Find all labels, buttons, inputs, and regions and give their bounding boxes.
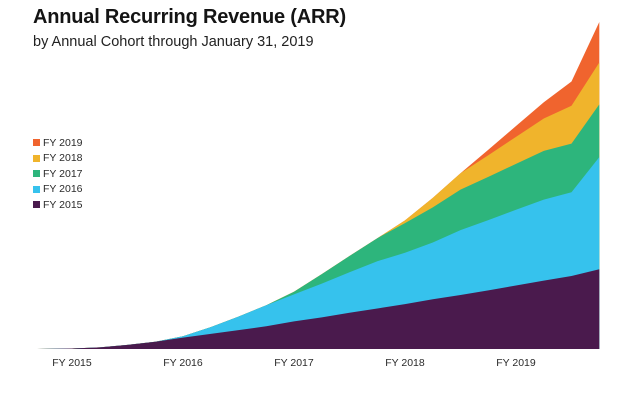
x-tick-label: FY 2019	[496, 357, 536, 369]
chart-legend: FY 2019 FY 2018 FY 2017 FY 2016 FY 2015	[33, 135, 83, 213]
area-layers	[37, 22, 600, 350]
legend-label: FY 2019	[43, 136, 83, 149]
legend-label: FY 2018	[43, 152, 83, 165]
legend-label: FY 2017	[43, 167, 83, 180]
legend-swatch	[33, 201, 40, 209]
legend-swatch	[33, 154, 40, 162]
x-tick-label: FY 2015	[52, 357, 92, 369]
chart-title: Annual Recurring Revenue (ARR)	[33, 6, 346, 28]
legend-item: FY 2016	[33, 182, 83, 198]
legend-swatch	[33, 139, 40, 147]
legend-swatch	[33, 170, 40, 178]
legend-swatch	[33, 185, 40, 193]
x-axis-ticks: FY 2015 FY 2016 FY 2017 FY 2018 FY 2019	[52, 357, 536, 369]
x-tick-label: FY 2016	[163, 357, 203, 369]
legend-item: FY 2018	[33, 151, 83, 167]
x-tick-label: FY 2018	[385, 357, 425, 369]
legend-label: FY 2015	[43, 198, 83, 211]
x-tick-label: FY 2017	[274, 357, 314, 369]
legend-label: FY 2016	[43, 183, 83, 196]
area-series-fy-2015	[37, 269, 600, 349]
legend-item: FY 2017	[33, 166, 83, 182]
chart-subtitle: by Annual Cohort through January 31, 201…	[33, 34, 314, 50]
legend-item: FY 2019	[33, 135, 83, 151]
legend-item: FY 2015	[33, 197, 83, 213]
